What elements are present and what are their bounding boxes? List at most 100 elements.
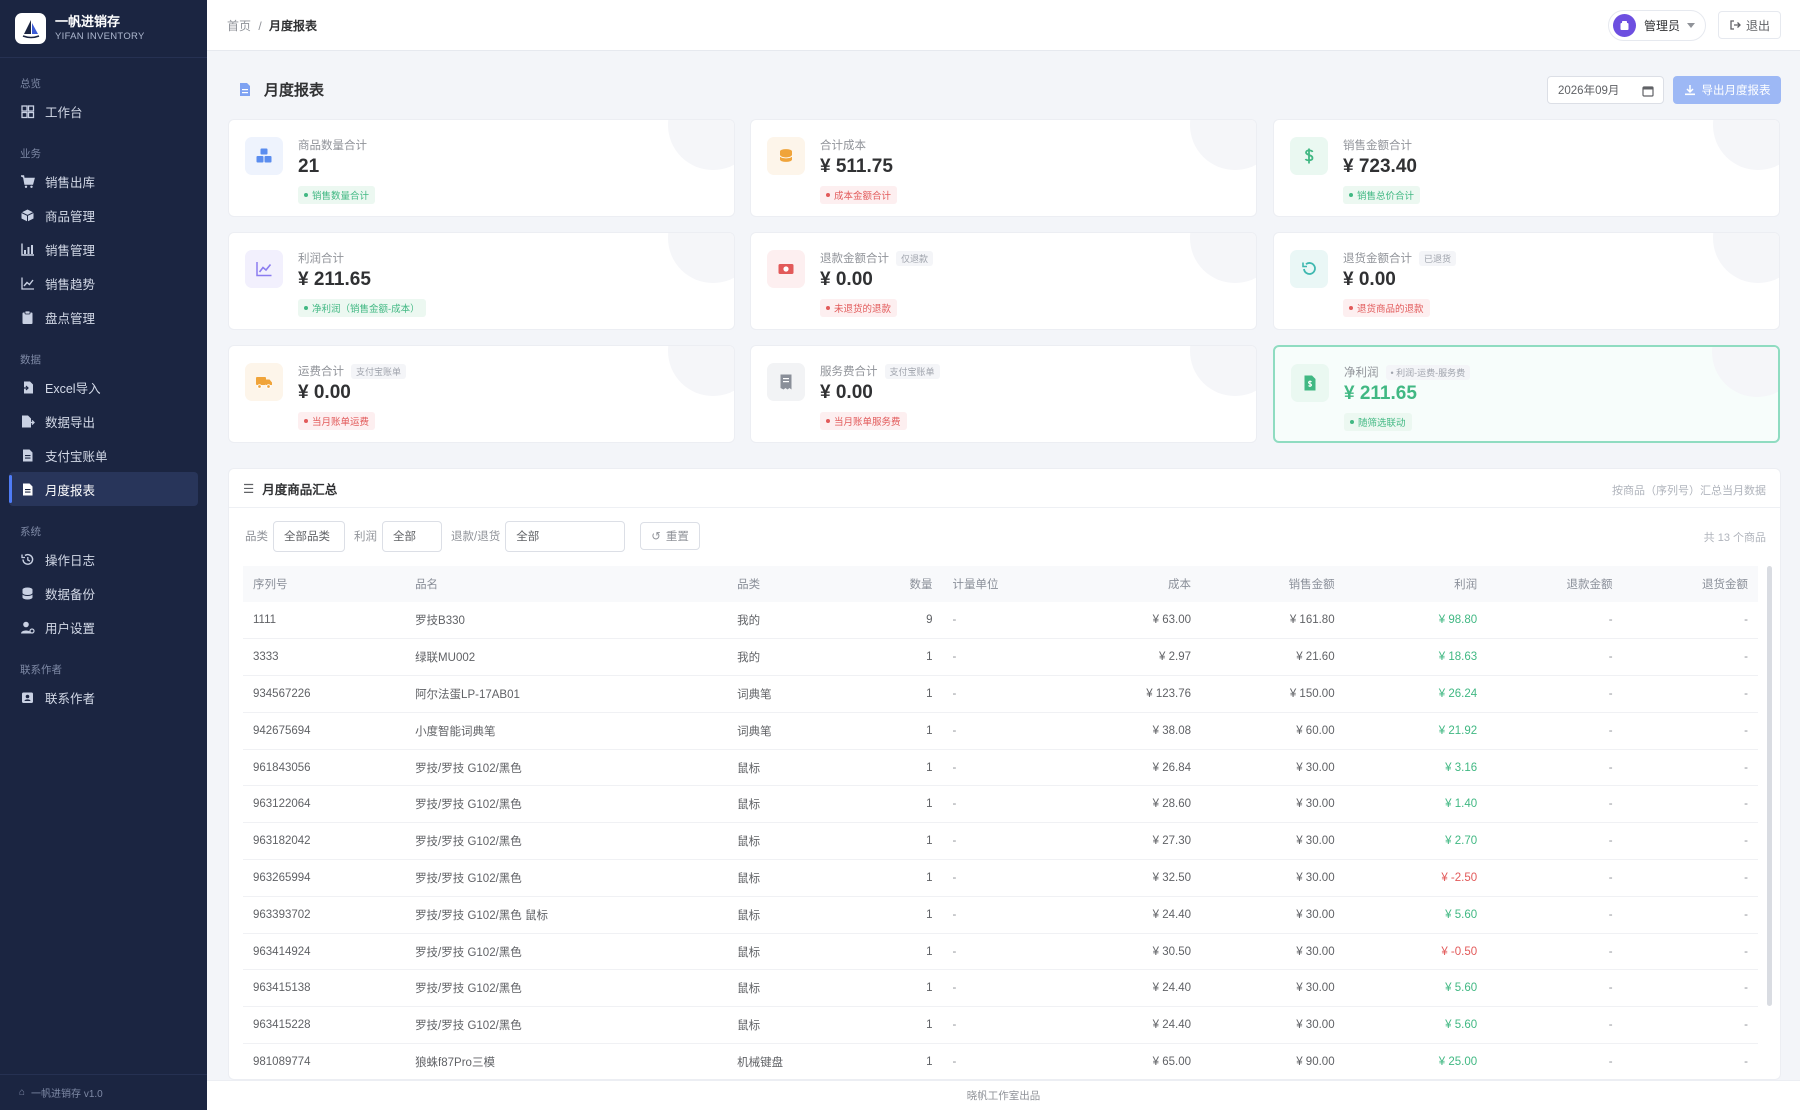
stat-card-label: 利润合计 — [298, 250, 344, 266]
sidebar-item-trend[interactable]: 销售趋势 — [9, 266, 198, 300]
column-header[interactable]: 数量 — [850, 566, 943, 602]
sidebar-item-label: 盘点管理 — [45, 311, 96, 326]
table-cell: - — [1487, 749, 1623, 787]
sidebar-item-box[interactable]: 商品管理 — [9, 198, 198, 232]
column-header[interactable]: 品类 — [727, 566, 851, 602]
sidebar-item-database[interactable]: 数据备份 — [9, 576, 198, 610]
month-picker[interactable]: 2026年09月 — [1547, 76, 1664, 104]
sidebar-item-label: 用户设置 — [45, 621, 96, 636]
table-cell: ¥ 21.92 — [1344, 712, 1488, 750]
table-cell: - — [1487, 822, 1623, 861]
profit-select[interactable]: 全部 — [382, 520, 442, 552]
sidebar-item-label: 数据备份 — [45, 587, 96, 602]
column-header[interactable]: 利润 — [1344, 566, 1488, 602]
dot-icon — [1350, 420, 1354, 424]
table-cell: 鼠标 — [727, 859, 851, 897]
table-cell: - — [1487, 1043, 1623, 1079]
table-cell: ¥ 65.00 — [1045, 1043, 1201, 1079]
reset-button[interactable]: ↺ 重置 — [640, 522, 700, 550]
stat-card-title: 运费合计 — [298, 366, 344, 378]
table-cell: 小度智能词典笔 — [405, 712, 728, 750]
table-cell: 963414924 — [243, 933, 406, 971]
breadcrumb: 首页 / 月度报表 — [227, 17, 317, 34]
table-cell: 罗技/罗技 G102/黑色 — [405, 822, 728, 861]
table-cell: 3333 — [243, 638, 406, 677]
table-row[interactable]: 963393702 罗技/罗技 G102/黑色 鼠标 鼠标 1- ¥ 24.40 ¥ 30… — [243, 896, 1758, 934]
sidebar-item-report[interactable]: 月度报表 — [9, 472, 198, 506]
column-header[interactable]: 成本 — [1045, 566, 1201, 602]
table-cell: - — [1622, 859, 1758, 897]
table-scrollbar[interactable] — [1767, 566, 1772, 1006]
sidebar-item-cart[interactable]: 销售出库 — [9, 164, 198, 198]
logout-button[interactable]: 退出 — [1717, 11, 1781, 39]
table-cell: ¥ 26.84 — [1045, 749, 1201, 787]
column-header[interactable]: 计量单位 — [942, 566, 1046, 602]
stat-card-tag: 成本金额合计 — [820, 186, 898, 204]
sidebar-item-label: Excel导入 — [45, 381, 101, 396]
sidebar-item-bill[interactable]: 支付宝账单 — [9, 438, 198, 472]
category-select[interactable]: 全部品类 — [273, 520, 345, 552]
column-header[interactable]: 品名 — [405, 566, 728, 602]
brand-logo[interactable]: 一帆进销存 YIFAN INVENTORY — [0, 0, 207, 58]
breadcrumb-current: 月度报表 — [269, 18, 318, 33]
sidebar-item-history[interactable]: 操作日志 — [9, 542, 198, 576]
stat-card: 净利润 • 利润-运费-服务费 ¥ 211.65 随筛选联动 — [1273, 345, 1780, 443]
table-row[interactable]: 963415138 罗技/罗技 G102/黑色 鼠标 1- ¥ 24.40 ¥ 30.00… — [243, 969, 1758, 1008]
table-cell: - — [1622, 749, 1758, 787]
column-header[interactable]: 销售金额 — [1201, 566, 1345, 602]
breadcrumb-home[interactable]: 首页 — [227, 18, 252, 33]
table-cell: 鼠标 — [727, 785, 851, 824]
table-cell: - — [1487, 1006, 1623, 1045]
table-cell: - — [1622, 1006, 1758, 1045]
stat-card-title: 商品数量合计 — [298, 140, 367, 152]
table-row[interactable]: 942675694 小度智能词典笔 词典笔 1- ¥ 38.08 ¥ 60.00 ¥ 21.… — [243, 712, 1758, 750]
user-settings-icon — [20, 620, 35, 635]
table-cell: ¥ 30.00 — [1201, 859, 1345, 897]
table-row[interactable]: 963122064 罗技/罗技 G102/黑色 鼠标 1- ¥ 28.60 ¥ 30.00… — [243, 785, 1758, 824]
table-cell: - — [1622, 1043, 1758, 1079]
refund-select[interactable]: 全部 — [505, 520, 626, 552]
table-cell: - — [942, 675, 1046, 713]
column-header[interactable]: 退款金额 — [1487, 566, 1623, 602]
sidebar-item-dashboard[interactable]: 工作台 — [9, 94, 198, 128]
column-header[interactable]: 退货金额 — [1622, 566, 1758, 602]
table-row[interactable]: 963182042 罗技/罗技 G102/黑色 鼠标 1- ¥ 27.30 ¥ 30.00… — [243, 822, 1758, 861]
sidebar-item-contact[interactable]: 联系作者 — [9, 680, 198, 714]
table-cell: 1 — [850, 969, 943, 1008]
sidebar-item-import[interactable]: Excel导入 — [9, 370, 198, 404]
table-cell: - — [1622, 822, 1758, 861]
table-cell: - — [942, 785, 1046, 824]
sidebar-item-label: 月度报表 — [45, 483, 96, 498]
sidebar-item-user-settings[interactable]: 用户设置 — [9, 610, 198, 644]
table-cell: 狼蛛f87Pro三模 — [405, 1043, 728, 1079]
table-row[interactable]: 1111 罗技B330 我的 9- ¥ 63.00 ¥ 161.80 ¥ 98.80- - — [243, 602, 1758, 640]
truck-icon — [245, 363, 283, 401]
export-monthly-report-button[interactable]: 导出月度报表 — [1673, 76, 1781, 104]
table-cell: ¥ 26.24 — [1344, 675, 1488, 713]
page-title: 月度报表 — [238, 79, 324, 100]
sidebar-item-clipboard[interactable]: 盘点管理 — [9, 300, 198, 334]
refund-filter-label: 退款/退货 — [451, 531, 501, 543]
table-cell: - — [1487, 675, 1623, 713]
table-cell: - — [942, 969, 1046, 1008]
table-row[interactable]: 934567226 阿尔法蛋LP-17AB01 词典笔 1- ¥ 123.76 ¥ 150… — [243, 675, 1758, 713]
table-cell: 鼠标 — [727, 749, 851, 787]
receipt-icon — [767, 363, 805, 401]
table-row[interactable]: 961843056 罗技/罗技 G102/黑色 鼠标 1- ¥ 26.84 ¥ 30.00… — [243, 749, 1758, 787]
stat-card-title: 合计成本 — [820, 140, 866, 152]
column-header[interactable]: 序列号 — [243, 566, 406, 602]
stat-card-label: 净利润 • 利润-运费-服务费 — [1344, 364, 1471, 380]
stat-card: 利润合计 ¥ 211.65 净利润（销售金额-成本） — [228, 232, 735, 330]
table-row[interactable]: 963414924 罗技/罗技 G102/黑色 鼠标 1- ¥ 30.50 ¥ 30.00… — [243, 933, 1758, 971]
dot-icon — [1349, 193, 1353, 197]
table-cell: 我的 — [727, 602, 851, 640]
sidebar-item-chart-bar[interactable]: 销售管理 — [9, 232, 198, 266]
table-cell: ¥ 60.00 — [1201, 712, 1345, 750]
table-row[interactable]: 3333 绿联MU002 我的 1- ¥ 2.97 ¥ 21.60 ¥ 18.63- - — [243, 638, 1758, 677]
user-menu[interactable]: 管理员 — [1607, 10, 1706, 41]
table-row[interactable]: 963415228 罗技/罗技 G102/黑色 鼠标 1- ¥ 24.40 ¥ 30.00… — [243, 1006, 1758, 1045]
table-row[interactable]: 981089774 狼蛛f87Pro三模 机械键盘 1- ¥ 65.00 ¥ 90.00 ¥… — [243, 1043, 1758, 1079]
table-row[interactable]: 963265994 罗技/罗技 G102/黑色 鼠标 1- ¥ 32.50 ¥ 30.00… — [243, 859, 1758, 897]
sidebar-item-export[interactable]: 数据导出 — [9, 404, 198, 438]
table-cell: ¥ 30.00 — [1201, 933, 1345, 971]
